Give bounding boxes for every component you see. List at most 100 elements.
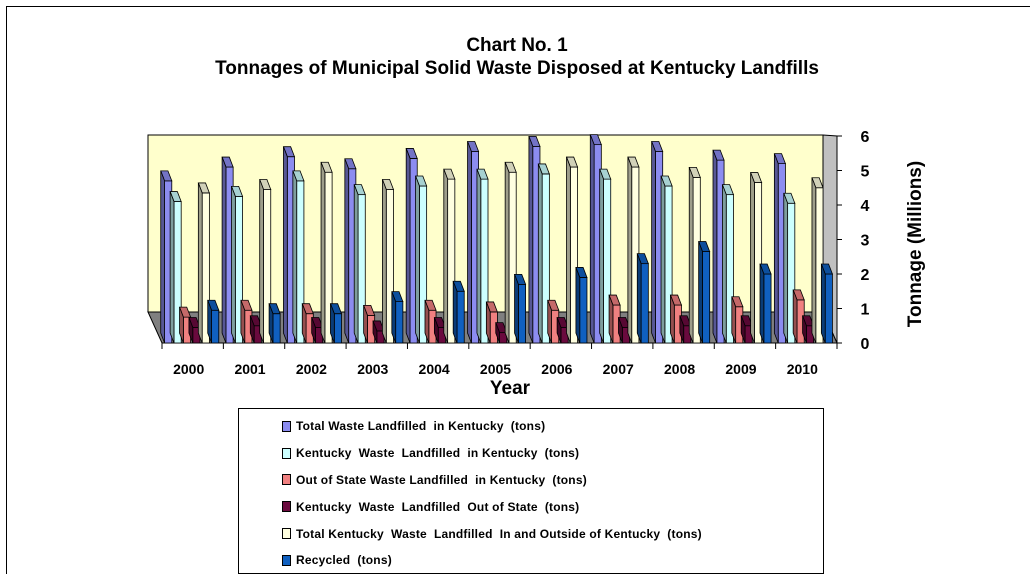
bar-side bbox=[773, 153, 779, 344]
legend-label: Kentucky Waste Landfilled Out of State (… bbox=[296, 499, 580, 514]
legend-label: Total Kentucky Waste Landfilled In and O… bbox=[296, 526, 702, 541]
x-tick-label: 2005 bbox=[480, 361, 511, 377]
x-tick-label: 2003 bbox=[357, 361, 388, 377]
bar-side bbox=[207, 300, 212, 344]
x-tick-label: 2006 bbox=[541, 361, 572, 377]
bar-side bbox=[221, 156, 227, 344]
y-tick-label: 2 bbox=[861, 267, 870, 284]
bar-front bbox=[333, 313, 342, 344]
bar-side bbox=[363, 305, 368, 344]
legend-item: Total Kentucky Waste Landfilled In and O… bbox=[239, 520, 823, 547]
bar-side bbox=[283, 146, 288, 344]
bar-side bbox=[688, 167, 694, 344]
bar-side bbox=[188, 317, 194, 344]
bar-side bbox=[443, 168, 449, 344]
bar-side bbox=[405, 148, 411, 344]
bar-side bbox=[759, 263, 765, 344]
bar-side bbox=[344, 158, 350, 344]
bar-side bbox=[627, 156, 633, 344]
bar-side bbox=[179, 306, 184, 344]
bar-side bbox=[783, 193, 789, 344]
bar-front bbox=[272, 313, 281, 344]
bar-side bbox=[467, 141, 472, 344]
bar-side bbox=[372, 320, 378, 344]
y-tick-label: 0 bbox=[861, 336, 870, 353]
bar-side bbox=[792, 289, 798, 344]
legend-label: Total Waste Landfilled in Kentucky (tons… bbox=[296, 419, 546, 434]
bar-front bbox=[579, 277, 588, 344]
bar-front bbox=[640, 263, 649, 344]
bar-front bbox=[456, 290, 465, 344]
bar-side bbox=[698, 241, 703, 344]
bar-side bbox=[452, 281, 458, 344]
bar-side bbox=[231, 186, 236, 344]
bar-side bbox=[330, 303, 335, 344]
bar-side bbox=[731, 296, 737, 344]
bar-side bbox=[679, 315, 685, 344]
chart-title-block: Chart No. 1 Tonnages of Municipal Solid … bbox=[0, 34, 1034, 80]
bar-side bbox=[311, 317, 316, 344]
bar-side bbox=[476, 168, 482, 344]
bar-side bbox=[160, 170, 165, 344]
x-tick-label: 2010 bbox=[787, 361, 818, 377]
bar-side bbox=[268, 303, 274, 344]
x-tick-label: 2008 bbox=[664, 361, 695, 377]
bar-side bbox=[811, 177, 817, 344]
y-axis-title: Tonnage (Millions) bbox=[905, 161, 926, 327]
bar-side bbox=[259, 179, 264, 344]
legend-item: Kentucky Waste Landfilled in Kentucky (t… bbox=[239, 440, 823, 467]
bar-side bbox=[292, 170, 298, 344]
legend-swatch bbox=[282, 528, 291, 540]
bar-side bbox=[391, 291, 397, 344]
legend-item: Recycled (tons) bbox=[239, 547, 823, 574]
legend-swatch bbox=[282, 447, 291, 459]
legend-swatch bbox=[282, 501, 291, 513]
bar-side bbox=[599, 168, 604, 344]
x-tick-label: 2004 bbox=[419, 361, 450, 377]
legend-item: Kentucky Waste Landfilled Out of State (… bbox=[239, 493, 823, 520]
bar-side bbox=[802, 315, 807, 344]
bar-side bbox=[608, 294, 614, 344]
bar-side bbox=[415, 175, 420, 344]
x-tick-label: 2007 bbox=[603, 361, 634, 377]
x-axis-title: Year bbox=[490, 378, 531, 399]
legend-swatch bbox=[282, 420, 291, 432]
bar-side bbox=[740, 315, 746, 344]
bar-side bbox=[495, 322, 501, 344]
legend-label: Recycled (tons) bbox=[296, 553, 392, 568]
chart-frame bbox=[6, 6, 1030, 574]
bar-side bbox=[722, 184, 727, 344]
legend-swatch bbox=[282, 474, 291, 486]
bar-side bbox=[240, 300, 246, 344]
bar-side bbox=[575, 267, 581, 344]
legend-swatch bbox=[282, 554, 291, 566]
bar-side bbox=[197, 182, 203, 344]
bar-front bbox=[518, 283, 527, 344]
bar-side bbox=[636, 253, 642, 344]
bar-side bbox=[712, 150, 718, 344]
bar-side bbox=[537, 163, 543, 344]
bar-front bbox=[824, 273, 833, 344]
y-tick-label: 3 bbox=[861, 233, 870, 250]
chart-legend: Total Waste Landfilled in Kentucky (tons… bbox=[238, 408, 824, 574]
bar-side bbox=[566, 156, 571, 344]
x-tick-label: 2001 bbox=[234, 361, 265, 377]
y-tick-label: 1 bbox=[861, 302, 870, 319]
legend-item: Total Waste Landfilled in Kentucky (tons… bbox=[239, 413, 823, 440]
x-tick-label: 2009 bbox=[725, 361, 756, 377]
x-tick-label: 2002 bbox=[296, 361, 327, 377]
bar-side bbox=[301, 303, 307, 344]
bar-side bbox=[820, 263, 826, 344]
bar-side bbox=[353, 184, 359, 344]
legend-label: Kentucky Waste Landfilled in Kentucky (t… bbox=[296, 446, 580, 461]
bar-side bbox=[556, 317, 562, 344]
y-tick-label: 5 bbox=[861, 164, 870, 181]
bar-front bbox=[395, 301, 404, 344]
bar-side bbox=[750, 172, 755, 344]
bar-side bbox=[547, 300, 552, 344]
bar-side bbox=[249, 315, 255, 344]
bar-side bbox=[528, 136, 534, 344]
chart-title: Chart No. 1 bbox=[466, 35, 568, 56]
bar-side bbox=[485, 301, 491, 344]
bar-side bbox=[382, 179, 387, 344]
